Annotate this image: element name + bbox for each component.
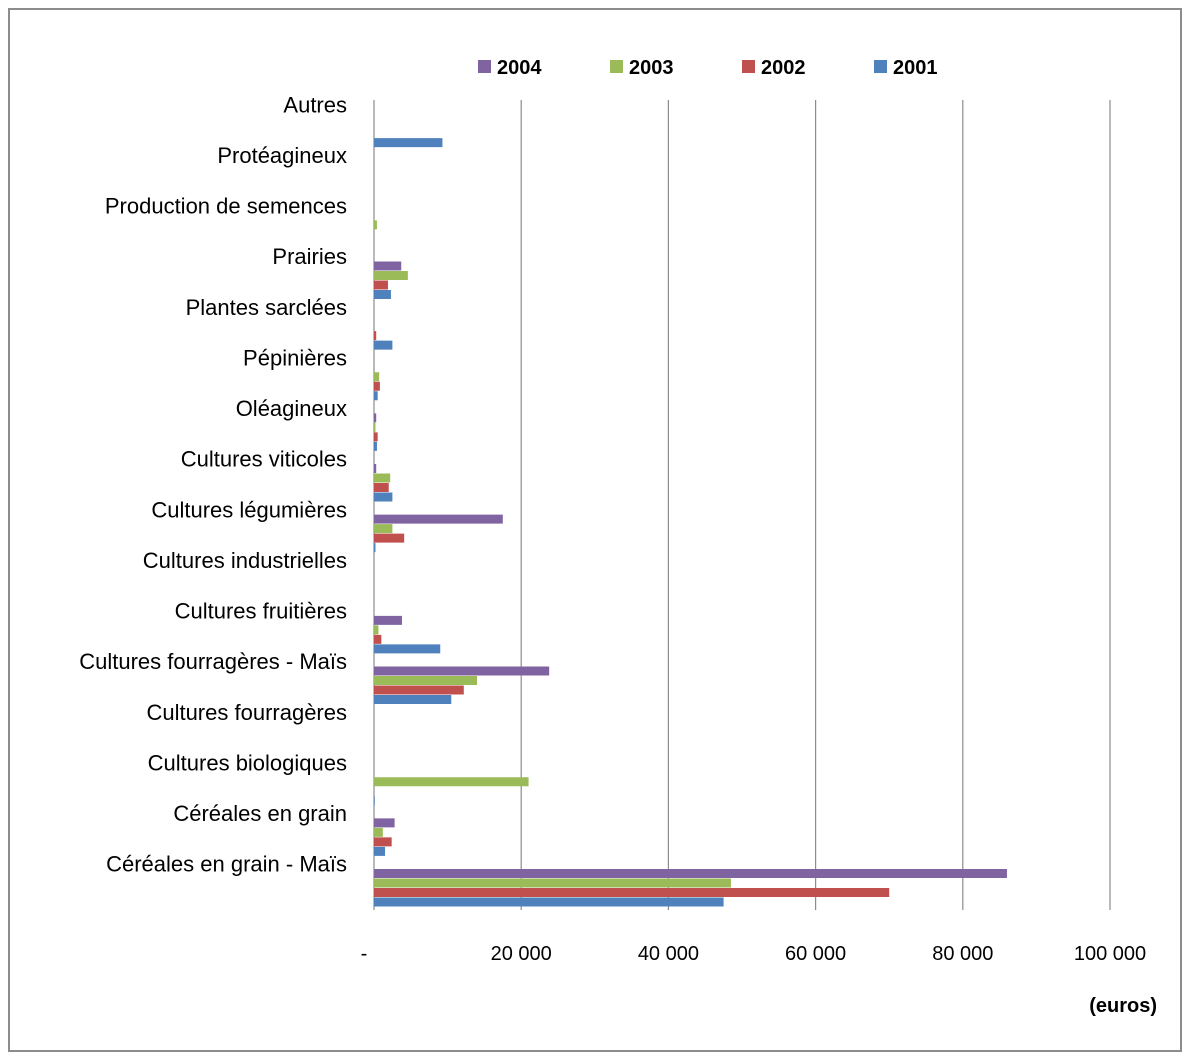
- bar-2002: [374, 533, 405, 543]
- category-label: Protéagineux: [217, 143, 347, 168]
- bar-2004: [374, 666, 550, 676]
- bar-2001: [374, 290, 391, 299]
- bar-2001: [374, 543, 376, 553]
- bar-2004: [374, 261, 402, 271]
- bar-2002: [374, 634, 382, 644]
- category-label: Cultures fourragères: [146, 700, 347, 725]
- bar-2001: [374, 796, 375, 806]
- x-tick-label: 80 000: [932, 943, 993, 965]
- x-tick-label: 100 000: [1074, 943, 1146, 965]
- legend: 2004 2003 2002 2001: [478, 57, 938, 79]
- bar-2004: [374, 514, 503, 524]
- bar-2001: [374, 391, 378, 401]
- bar-2003: [374, 473, 391, 483]
- legend-swatch-2004: [478, 60, 491, 73]
- category-label: Cultures industrielles: [143, 548, 347, 573]
- category-label: Cultures légumières: [151, 497, 347, 522]
- x-tick-label: 40 000: [638, 943, 699, 965]
- bar-2001: [374, 340, 393, 350]
- x-tick-label: 60 000: [785, 943, 846, 965]
- bar-2004: [374, 615, 402, 625]
- x-tick-labels: - 20 000 40 000 60 000 80 000 100 000: [361, 943, 1146, 965]
- category-labels: Céréales en grain - Maïs Céréales en grai…: [79, 92, 347, 876]
- category-label: Cultures biologiques: [148, 750, 347, 775]
- bar-2002: [374, 685, 464, 695]
- x-tick-label: -: [361, 943, 368, 965]
- bar-2001: [374, 138, 443, 148]
- gridlines: [373, 100, 1111, 910]
- bar-2003: [374, 524, 393, 534]
- category-label: Céréales en grain: [173, 801, 347, 826]
- bar-2004: [374, 869, 1007, 878]
- bar-2001: [374, 492, 393, 502]
- bar-2002: [374, 331, 377, 341]
- category-label: Cultures fourragères - Maïs: [79, 649, 347, 674]
- x-tick-label: 20 000: [491, 943, 552, 965]
- category-label: Céréales en grain - Maïs: [106, 852, 347, 877]
- category-label: Prairies: [272, 244, 347, 269]
- legend-swatch-2003: [610, 60, 623, 73]
- legend-label-2003: 2003: [629, 57, 674, 79]
- bar-2002: [374, 280, 388, 290]
- bar-2003: [374, 777, 529, 787]
- category-label: Oléagineux: [236, 396, 347, 421]
- legend-label-2001: 2001: [893, 57, 938, 79]
- x-axis-label: (euros): [1089, 995, 1157, 1017]
- bar-2004: [374, 464, 377, 473]
- legend-label-2002: 2002: [761, 57, 806, 79]
- legend-swatch-2002: [742, 60, 755, 73]
- legend-label-2004: 2004: [497, 57, 542, 79]
- bar-2003: [374, 827, 383, 837]
- bar-2002: [374, 483, 389, 492]
- category-label: Pépinières: [243, 345, 347, 370]
- bar-2003: [374, 625, 379, 635]
- category-label: Cultures fruitières: [175, 599, 347, 624]
- bars: [374, 138, 1007, 907]
- bar-2002: [374, 888, 890, 897]
- bar-2003: [374, 676, 478, 685]
- bar-2002: [374, 432, 378, 442]
- category-label: Cultures viticoles: [181, 447, 347, 472]
- bar-2001: [374, 441, 377, 451]
- bar-2001: [374, 846, 386, 856]
- bar-2004: [374, 413, 377, 423]
- bar-2003: [374, 878, 731, 888]
- legend-swatch-2001: [874, 60, 887, 73]
- bar-2003: [374, 372, 380, 382]
- bar-2003: [374, 220, 377, 230]
- bar-2001: [374, 695, 452, 704]
- bar-2002: [374, 837, 392, 847]
- bar-2002: [374, 381, 380, 391]
- bar-2004: [374, 818, 395, 828]
- bar-2003: [374, 422, 376, 432]
- category-label: Plantes sarclées: [186, 295, 347, 320]
- category-label: Autres: [283, 92, 347, 117]
- category-label: Production de semences: [105, 194, 347, 219]
- bar-2001: [374, 897, 724, 907]
- bar-2001: [374, 644, 441, 654]
- bar-2003: [374, 271, 408, 280]
